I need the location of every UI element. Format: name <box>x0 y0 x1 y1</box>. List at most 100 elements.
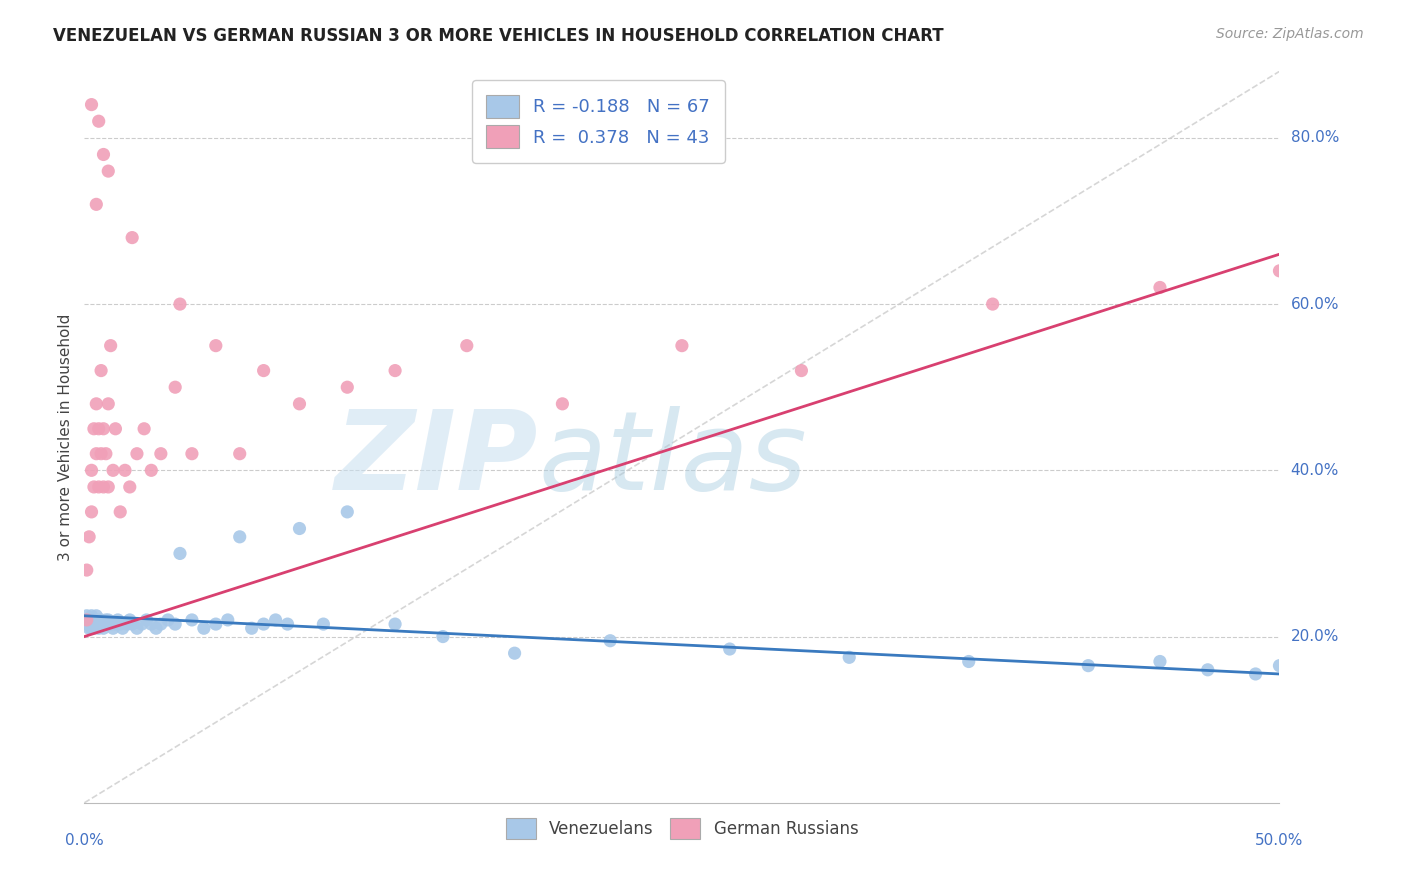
Point <box>90 617 112 632</box>
Point <box>86 608 108 623</box>
Point <box>77 617 100 632</box>
Point <box>104 617 127 632</box>
Text: 50.0%: 50.0% <box>1256 833 1303 848</box>
Point <box>100 338 122 352</box>
Point <box>957 655 980 669</box>
Point <box>80 505 103 519</box>
Point <box>77 530 100 544</box>
Point <box>157 613 180 627</box>
Point <box>718 642 741 657</box>
Point <box>336 380 359 394</box>
Point <box>80 463 103 477</box>
Point <box>149 447 172 461</box>
Point <box>87 617 110 632</box>
Point <box>97 617 120 632</box>
Point <box>110 617 132 632</box>
Point <box>87 621 110 635</box>
Point <box>193 621 215 635</box>
Point <box>111 621 134 635</box>
Y-axis label: 3 or more Vehicles in Household: 3 or more Vehicles in Household <box>58 313 73 561</box>
Point <box>118 613 141 627</box>
Point <box>336 505 359 519</box>
Point <box>77 613 100 627</box>
Point <box>288 397 311 411</box>
Point <box>149 617 172 632</box>
Point <box>217 613 239 627</box>
Text: 0.0%: 0.0% <box>65 833 104 848</box>
Point <box>432 630 454 644</box>
Point <box>205 617 228 632</box>
Point <box>599 633 621 648</box>
Text: atlas: atlas <box>538 406 807 513</box>
Point <box>253 363 276 377</box>
Point <box>118 480 141 494</box>
Point <box>132 422 156 436</box>
Point <box>83 617 105 632</box>
Point <box>83 422 105 436</box>
Point <box>80 621 103 635</box>
Point <box>141 617 163 632</box>
Point <box>87 114 110 128</box>
Point <box>93 621 115 635</box>
Point <box>80 97 103 112</box>
Text: VENEZUELAN VS GERMAN RUSSIAN 3 OR MORE VEHICLES IN HOUSEHOLD CORRELATION CHART: VENEZUELAN VS GERMAN RUSSIAN 3 OR MORE V… <box>53 27 943 45</box>
Point <box>76 608 98 623</box>
Point <box>76 613 98 627</box>
Point <box>76 613 98 627</box>
Point <box>76 563 98 577</box>
Point <box>83 480 105 494</box>
Point <box>253 617 276 632</box>
Point <box>1149 280 1171 294</box>
Point <box>277 617 299 632</box>
Point <box>86 197 108 211</box>
Point <box>114 463 136 477</box>
Point <box>131 617 153 632</box>
Point <box>169 297 191 311</box>
Point <box>83 621 105 635</box>
Point <box>1268 658 1291 673</box>
Point <box>110 505 132 519</box>
Point <box>117 617 139 632</box>
Point <box>125 447 148 461</box>
Text: 40.0%: 40.0% <box>1291 463 1339 478</box>
Point <box>93 480 115 494</box>
Point <box>135 613 157 627</box>
Point <box>93 617 115 632</box>
Point <box>181 613 204 627</box>
Point <box>97 397 120 411</box>
Point <box>288 521 311 535</box>
Point <box>838 650 860 665</box>
Point <box>90 613 112 627</box>
Point <box>80 608 103 623</box>
Point <box>94 447 117 461</box>
Point <box>97 613 120 627</box>
Point <box>165 617 187 632</box>
Text: 80.0%: 80.0% <box>1291 130 1339 145</box>
Point <box>86 613 108 627</box>
Point <box>97 164 120 178</box>
Point <box>229 530 252 544</box>
Point <box>205 338 228 352</box>
Point <box>101 621 124 635</box>
Point <box>141 463 163 477</box>
Text: ZIP: ZIP <box>335 406 538 513</box>
Point <box>94 613 117 627</box>
Point <box>312 617 335 632</box>
Point <box>86 397 108 411</box>
Point <box>1149 655 1171 669</box>
Point <box>264 613 287 627</box>
Point <box>94 617 117 632</box>
Point <box>87 422 110 436</box>
Point <box>671 338 693 352</box>
Point <box>790 363 813 377</box>
Point <box>240 621 263 635</box>
Point <box>1268 264 1291 278</box>
Point <box>93 422 115 436</box>
Point <box>1244 667 1267 681</box>
Point <box>181 447 204 461</box>
Point <box>101 463 124 477</box>
Point <box>145 621 167 635</box>
Point <box>121 230 143 244</box>
Point <box>981 297 1004 311</box>
Point <box>76 617 98 632</box>
